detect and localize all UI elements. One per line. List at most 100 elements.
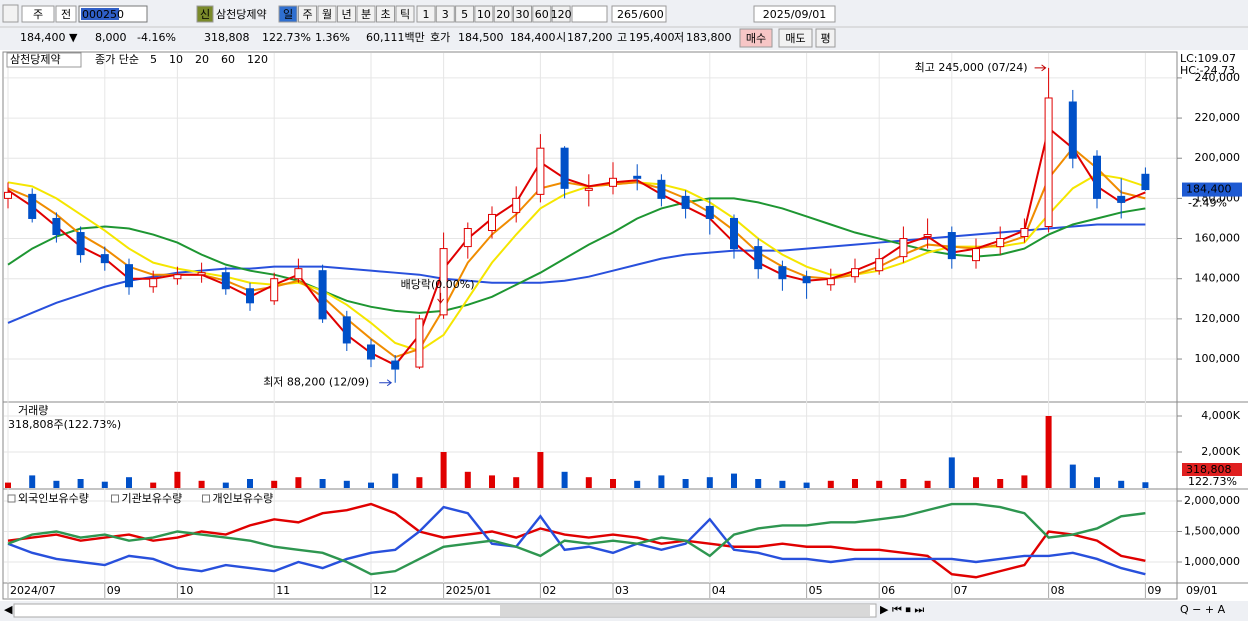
last-price-tag (1182, 182, 1242, 197)
x-tick-label: 09 (1147, 584, 1161, 597)
candle-body (923, 234, 932, 238)
candle-body (149, 278, 158, 288)
y-tick-label: 4,000K (1201, 409, 1240, 422)
interval-button-box[interactable] (455, 5, 475, 23)
period-button-box[interactable] (376, 5, 395, 23)
x-tick-label: 2024/07 (10, 584, 56, 597)
date-input-box[interactable] (753, 5, 836, 23)
period-button: 월 (322, 8, 332, 21)
period-button-box[interactable] (337, 5, 356, 23)
candle-body (560, 147, 569, 189)
volume-bar (658, 475, 665, 488)
sell-button-box[interactable] (778, 28, 813, 48)
quote-high-label: 고 (617, 31, 627, 44)
y-tick-label: 200,000 (1195, 151, 1241, 164)
quote-change: 8,000 (95, 31, 127, 44)
volume-bar (973, 477, 979, 488)
stock-code: 000250 (82, 8, 124, 21)
volume-bar (222, 482, 229, 488)
candle-body (1020, 228, 1029, 238)
interval-button-box[interactable] (474, 5, 494, 23)
menu-icon[interactable] (2, 4, 19, 23)
interval-button: 30 (516, 8, 530, 21)
x-tick-label: 05 (809, 584, 823, 597)
buy-button-box[interactable] (739, 28, 773, 48)
interval-button-box[interactable] (551, 5, 571, 23)
y-tick-label: 2,000K (1201, 445, 1240, 458)
zoom-controls[interactable]: Q − + A (1180, 603, 1226, 616)
interval-button-box[interactable] (513, 5, 532, 23)
volume-bar (827, 480, 834, 488)
scroll-left[interactable]: ◀ (4, 603, 13, 616)
series-line (7, 502, 1146, 576)
last-price-label: 184,400 (1186, 183, 1232, 196)
code-selection (81, 8, 119, 20)
y-tick-label: 220,000 (1195, 111, 1241, 124)
count-box[interactable] (611, 5, 667, 23)
last-change-label: -2.49% (1188, 197, 1227, 210)
chart-name: 삼천당제약 (10, 52, 61, 66)
volume-bar (706, 477, 713, 488)
candle-body (100, 254, 109, 264)
volume-bar (634, 480, 641, 488)
legend-entry: 기관보유수량 (122, 492, 183, 505)
series-line (7, 505, 1146, 576)
candle-body (1068, 101, 1077, 159)
x-tick-label: 11 (276, 584, 290, 597)
volume-bar (319, 478, 326, 488)
sell-button: 매도 (785, 32, 805, 45)
volume-bar (513, 477, 520, 488)
scroll-thumb[interactable] (500, 605, 870, 616)
candle-body (705, 205, 714, 219)
period-button-box[interactable] (278, 5, 298, 23)
x-tick-label: 02 (542, 584, 556, 597)
period-button-box[interactable] (317, 5, 337, 23)
volume-last-label: 318,808 (1186, 463, 1232, 476)
period-button-box[interactable] (356, 5, 376, 23)
legend-entry: 개인보유수량 (213, 492, 274, 505)
volume-bar (77, 478, 84, 488)
period-select-box[interactable] (21, 5, 55, 23)
avg-button-box[interactable] (815, 28, 836, 48)
y-tick-label: 120,000 (1195, 312, 1241, 325)
volume-bar (585, 477, 592, 488)
volume-bar (295, 477, 302, 488)
volume-bar (682, 478, 689, 488)
candle-body (318, 270, 327, 320)
y-tick-label: 2,000,000 (1184, 494, 1240, 507)
dropdown[interactable] (571, 5, 608, 23)
candle-body (584, 187, 593, 191)
interval-button-box[interactable] (532, 5, 552, 23)
candle-body (851, 268, 859, 278)
x-tick-label: 12 (373, 584, 387, 597)
new-badge-box[interactable] (196, 5, 214, 23)
volume-bar (852, 478, 858, 488)
period-button: 틱 (400, 8, 410, 21)
candle-body (1044, 97, 1053, 228)
quote-ask: 184,500 (458, 31, 504, 44)
candle-body (415, 318, 424, 368)
period-button-box[interactable] (395, 5, 415, 23)
interval-button-box[interactable] (493, 5, 513, 23)
candle-body (633, 175, 642, 179)
candle-body (52, 217, 61, 236)
candle-body (947, 232, 956, 260)
prev-button-box[interactable] (55, 5, 77, 23)
interval-button-box[interactable] (416, 5, 436, 23)
period-button: 일 (283, 7, 293, 21)
interval-button-box[interactable] (435, 5, 455, 23)
y-tick-label: 160,000 (1195, 232, 1241, 245)
interval-button: 20 (496, 8, 510, 21)
new-badge: 신 (200, 8, 210, 21)
x-tick-label: 07 (954, 584, 968, 597)
period-button: 년 (341, 8, 351, 21)
candle-body (173, 274, 182, 280)
period-button-box[interactable] (298, 5, 317, 23)
legend-entry: 5 (150, 53, 157, 66)
x-tick-label: 2025/01 (446, 584, 492, 597)
y-tick-label: 1,500,000 (1184, 524, 1240, 537)
scroll-controls[interactable]: ▶ ⏮ ⏹ ⏭ (880, 603, 924, 616)
x-tick-label: 04 (712, 584, 726, 597)
